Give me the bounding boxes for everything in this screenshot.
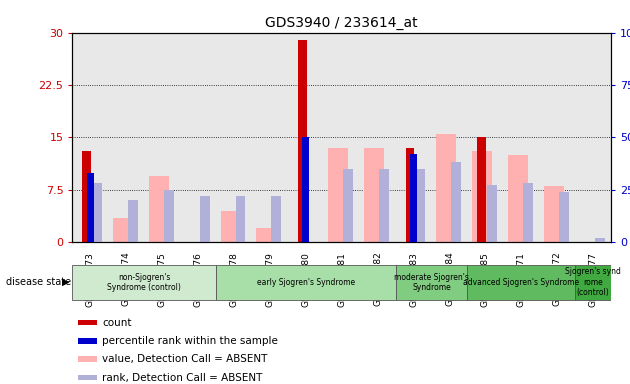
Bar bbox=[364, 148, 384, 242]
Bar bbox=[406, 148, 415, 242]
Bar bbox=[595, 238, 605, 242]
Text: non-Sjogren's
Syndrome (control): non-Sjogren's Syndrome (control) bbox=[107, 273, 181, 292]
Title: GDS3940 / 233614_at: GDS3940 / 233614_at bbox=[265, 16, 418, 30]
Bar bbox=[83, 151, 91, 242]
Bar bbox=[415, 169, 425, 242]
Bar bbox=[78, 320, 96, 326]
Bar bbox=[544, 186, 563, 242]
Bar bbox=[467, 265, 575, 300]
Text: count: count bbox=[102, 318, 132, 328]
Text: moderate Sjogren's
Syndrome: moderate Sjogren's Syndrome bbox=[394, 273, 469, 292]
Bar bbox=[396, 265, 467, 300]
Bar bbox=[451, 162, 461, 242]
Text: percentile rank within the sample: percentile rank within the sample bbox=[102, 336, 278, 346]
Text: disease state: disease state bbox=[6, 277, 71, 287]
Bar bbox=[78, 374, 96, 380]
Bar bbox=[216, 265, 396, 300]
Bar bbox=[87, 173, 94, 242]
Text: early Sjogren's Syndrome: early Sjogren's Syndrome bbox=[257, 278, 355, 287]
Bar bbox=[379, 169, 389, 242]
Bar bbox=[559, 192, 569, 242]
Bar bbox=[478, 137, 486, 242]
Text: advanced Sjogren's Syndrome: advanced Sjogren's Syndrome bbox=[463, 278, 580, 287]
Bar bbox=[164, 190, 174, 242]
Text: value, Detection Call = ABSENT: value, Detection Call = ABSENT bbox=[102, 354, 268, 364]
Bar bbox=[523, 183, 533, 242]
Bar bbox=[78, 356, 96, 362]
Bar bbox=[302, 137, 309, 242]
Text: Sjogren's synd
rome
(control): Sjogren's synd rome (control) bbox=[565, 267, 621, 297]
Bar bbox=[410, 154, 417, 242]
Bar bbox=[220, 210, 240, 242]
Bar bbox=[575, 265, 611, 300]
Bar bbox=[149, 175, 168, 242]
Bar bbox=[343, 169, 353, 242]
Bar bbox=[328, 148, 348, 242]
Bar bbox=[487, 185, 497, 242]
Bar bbox=[78, 338, 96, 344]
Bar bbox=[508, 155, 527, 242]
Bar bbox=[92, 183, 102, 242]
Text: ▶: ▶ bbox=[62, 277, 69, 287]
Bar bbox=[128, 200, 138, 242]
Bar bbox=[436, 134, 455, 242]
Bar bbox=[472, 151, 491, 242]
Text: rank, Detection Call = ABSENT: rank, Detection Call = ABSENT bbox=[102, 372, 263, 382]
Bar bbox=[72, 265, 216, 300]
Bar bbox=[236, 196, 246, 242]
Bar bbox=[298, 40, 307, 242]
Bar bbox=[272, 196, 282, 242]
Bar bbox=[256, 228, 276, 242]
Bar bbox=[200, 196, 210, 242]
Bar bbox=[113, 217, 132, 242]
